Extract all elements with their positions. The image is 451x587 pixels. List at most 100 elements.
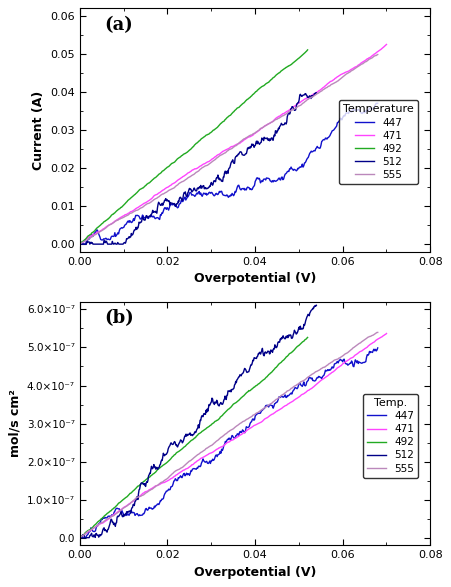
- 512: [106, 241, 111, 248]
- Line: 492: 492: [80, 338, 308, 538]
- 555: [264, 121, 270, 128]
- 447: [375, 100, 380, 107]
- 492: [167, 162, 173, 169]
- 555: [174, 182, 179, 189]
- Line: 447: 447: [80, 348, 377, 538]
- 492: [241, 392, 247, 399]
- 492: [151, 175, 156, 182]
- 471: [384, 41, 389, 48]
- 555: [77, 241, 83, 248]
- 512: [226, 164, 232, 171]
- 447: [175, 477, 180, 484]
- 512: [106, 524, 111, 531]
- 447: [265, 402, 271, 409]
- 447: [77, 240, 83, 247]
- Text: (a): (a): [104, 16, 133, 33]
- Line: 492: 492: [80, 50, 308, 244]
- Legend: 447, 471, 492, 512, 555: 447, 471, 492, 512, 555: [363, 394, 418, 478]
- 471: [198, 162, 204, 169]
- 555: [294, 382, 299, 389]
- 512: [77, 532, 83, 539]
- 555: [294, 104, 299, 112]
- 492: [77, 534, 83, 541]
- 492: [243, 97, 248, 104]
- 555: [195, 168, 200, 175]
- 471: [198, 454, 204, 461]
- 447: [78, 534, 84, 541]
- 512: [249, 144, 254, 151]
- Legend: 447, 471, 492, 512, 555: 447, 471, 492, 512, 555: [339, 100, 418, 184]
- 492: [221, 411, 226, 418]
- Line: 471: 471: [80, 45, 387, 244]
- 555: [195, 451, 200, 458]
- 492: [151, 470, 156, 477]
- 447: [114, 505, 119, 512]
- 471: [299, 392, 304, 399]
- 512: [155, 466, 160, 473]
- 555: [113, 511, 118, 518]
- 471: [77, 241, 83, 248]
- 512: [226, 388, 232, 395]
- 492: [77, 241, 83, 248]
- 447: [196, 189, 201, 196]
- 492: [167, 456, 173, 463]
- X-axis label: Overpotential (V): Overpotential (V): [194, 566, 316, 579]
- 555: [292, 105, 298, 112]
- 555: [375, 329, 380, 336]
- 512: [313, 89, 318, 96]
- 512: [171, 438, 177, 446]
- X-axis label: Overpotential (V): Overpotential (V): [194, 272, 316, 285]
- Line: 471: 471: [80, 333, 387, 538]
- 555: [292, 383, 298, 390]
- 555: [113, 218, 118, 225]
- 447: [295, 167, 300, 174]
- 555: [77, 534, 83, 541]
- 471: [300, 97, 305, 104]
- 447: [175, 204, 180, 211]
- 512: [171, 200, 177, 207]
- 492: [221, 118, 226, 125]
- 471: [177, 469, 182, 476]
- Line: 512: 512: [80, 93, 316, 244]
- 512: [313, 89, 319, 96]
- 555: [375, 51, 380, 58]
- 555: [264, 403, 270, 410]
- 447: [79, 241, 85, 248]
- 492: [305, 334, 310, 341]
- Text: (b): (b): [104, 309, 134, 327]
- 492: [105, 510, 110, 517]
- 492: [105, 216, 110, 223]
- 447: [293, 384, 298, 391]
- Line: 512: 512: [80, 305, 316, 538]
- 512: [249, 361, 254, 368]
- 447: [196, 463, 201, 470]
- 471: [270, 118, 276, 125]
- 471: [77, 534, 83, 541]
- 471: [114, 217, 120, 224]
- 512: [83, 534, 88, 541]
- Y-axis label: mol/s cm²: mol/s cm²: [8, 390, 21, 457]
- 555: [174, 467, 179, 474]
- 471: [300, 391, 305, 398]
- Line: 555: 555: [80, 332, 377, 538]
- 512: [249, 359, 255, 366]
- 492: [241, 99, 247, 106]
- 492: [243, 390, 248, 397]
- 447: [114, 232, 119, 239]
- 447: [293, 167, 298, 174]
- 471: [384, 330, 389, 337]
- 447: [295, 385, 300, 392]
- 512: [155, 204, 160, 211]
- Y-axis label: Current (A): Current (A): [32, 90, 45, 170]
- 471: [114, 509, 120, 516]
- Line: 447: 447: [80, 103, 377, 244]
- 512: [249, 142, 255, 149]
- 512: [79, 241, 84, 248]
- 447: [77, 534, 83, 541]
- 447: [375, 345, 380, 352]
- 512: [313, 302, 319, 309]
- 471: [299, 98, 304, 105]
- 447: [265, 175, 271, 182]
- Line: 555: 555: [80, 55, 377, 244]
- 512: [77, 238, 83, 245]
